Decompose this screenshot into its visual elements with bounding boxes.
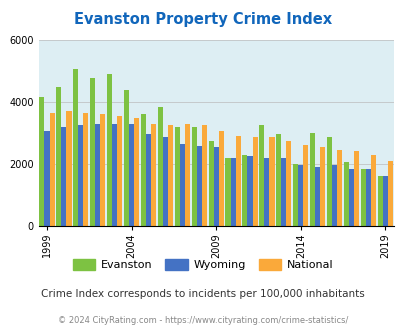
Bar (275, 134, 281, 226)
Bar (218, 131, 223, 226)
Bar (78, 125, 83, 226)
Bar (343, 162, 348, 226)
Bar (158, 107, 162, 226)
Bar (61, 127, 66, 226)
Bar (201, 125, 207, 226)
Bar (124, 90, 129, 226)
Bar (252, 137, 257, 226)
Bar (83, 113, 88, 226)
Bar (134, 118, 139, 226)
Bar (370, 154, 375, 226)
Bar (146, 134, 151, 226)
Bar (90, 79, 95, 226)
Bar (107, 74, 112, 226)
Bar (225, 158, 230, 226)
Bar (162, 138, 168, 226)
Bar (95, 123, 100, 226)
Bar (286, 141, 291, 226)
Bar (264, 158, 269, 226)
Bar (314, 167, 320, 226)
Bar (377, 176, 382, 226)
Bar (382, 176, 387, 226)
Bar (196, 146, 201, 226)
Bar (298, 165, 303, 226)
Bar (292, 164, 298, 226)
Bar (320, 147, 324, 226)
Bar (49, 113, 55, 226)
Bar (259, 125, 264, 226)
Text: © 2024 CityRating.com - https://www.cityrating.com/crime-statistics/: © 2024 CityRating.com - https://www.city… (58, 316, 347, 325)
Bar (179, 144, 184, 226)
Bar (129, 123, 134, 226)
Bar (141, 114, 146, 226)
Bar (56, 87, 61, 226)
Bar (247, 156, 252, 226)
Bar (309, 133, 314, 226)
Text: Crime Index corresponds to incidents per 100,000 inhabitants: Crime Index corresponds to incidents per… (41, 289, 364, 299)
Bar (235, 136, 240, 226)
Bar (184, 123, 190, 226)
Bar (151, 123, 156, 226)
Legend: Evanston, Wyoming, National: Evanston, Wyoming, National (68, 255, 337, 275)
Bar (281, 158, 286, 226)
Bar (360, 169, 365, 226)
Bar (208, 141, 213, 226)
Bar (112, 123, 117, 226)
Bar (73, 69, 78, 226)
Bar (242, 154, 247, 226)
Bar (213, 147, 218, 226)
Text: Evanston Property Crime Index: Evanston Property Crime Index (74, 12, 331, 26)
Bar (303, 145, 308, 226)
Bar (117, 116, 122, 226)
Bar (66, 111, 71, 226)
Bar (331, 165, 336, 226)
Bar (336, 150, 341, 226)
Bar (191, 127, 196, 226)
Bar (387, 161, 392, 226)
Bar (353, 151, 358, 226)
Bar (168, 125, 173, 226)
Bar (326, 138, 331, 226)
Bar (365, 170, 370, 226)
Bar (269, 138, 274, 226)
Bar (45, 131, 49, 226)
Bar (100, 114, 105, 226)
Bar (39, 97, 45, 226)
Bar (348, 169, 353, 226)
Bar (230, 158, 235, 226)
Bar (174, 127, 179, 226)
